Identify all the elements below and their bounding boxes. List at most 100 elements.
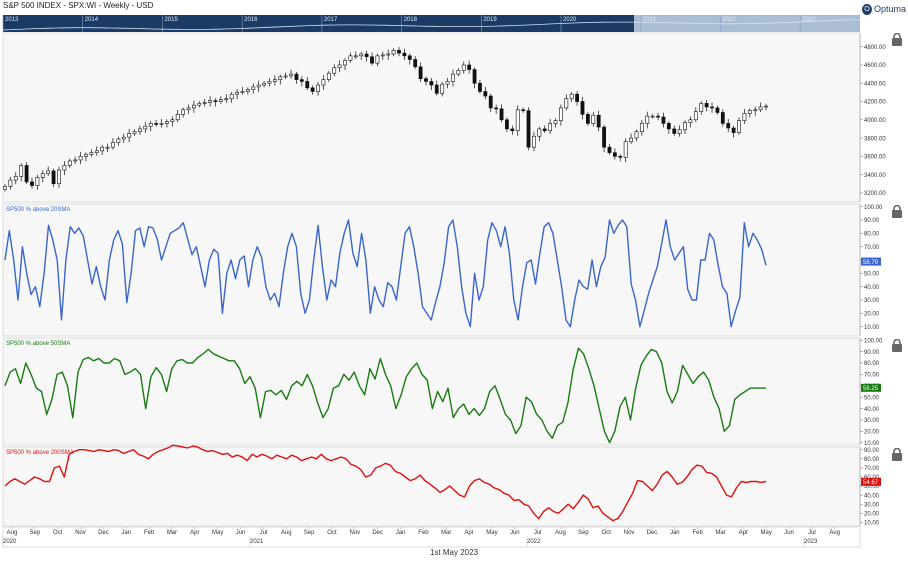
ma200-panel-background xyxy=(2,446,861,527)
candle-body xyxy=(89,152,94,155)
ma200-panel-tick-label: 70.00 xyxy=(864,466,880,472)
ma20-panel-tick-label: 30.00 xyxy=(864,298,880,304)
x-axis-month-label: Jul xyxy=(534,530,542,536)
candle-body xyxy=(478,82,482,92)
x-axis-month-label: Jan xyxy=(396,530,406,536)
ma50-panel-tick-label: 30.00 xyxy=(864,418,880,424)
x-axis-year-label: 2022 xyxy=(527,539,541,545)
candle-body xyxy=(494,107,499,110)
candle-body xyxy=(618,156,623,158)
candle-body xyxy=(94,150,99,153)
x-axis-month-label: Jun xyxy=(510,530,520,536)
candle-body xyxy=(451,73,455,82)
candle-body xyxy=(521,109,526,112)
lock-icon[interactable] xyxy=(891,447,903,461)
lock-icon[interactable] xyxy=(891,204,903,218)
ma200-panel-tick-label: 50.00 xyxy=(864,484,880,490)
candle-body xyxy=(542,128,547,132)
candle-body xyxy=(208,100,212,103)
candle-body xyxy=(353,55,358,58)
candle-body xyxy=(629,137,633,143)
x-axis-year-label: 2023 xyxy=(804,539,818,545)
candle-body xyxy=(197,103,202,106)
candle-body xyxy=(326,72,331,80)
x-axis-year-label: 2020 xyxy=(3,539,17,545)
candle-body xyxy=(348,55,353,61)
overview-year-label: 2015 xyxy=(164,17,178,23)
candle-body xyxy=(456,70,461,75)
ma200-panel-tick-label: 20.00 xyxy=(864,511,880,517)
x-axis-month-label: Jul xyxy=(808,530,816,536)
lock-icon[interactable] xyxy=(891,32,903,46)
x-axis-month-label: Feb xyxy=(144,530,155,536)
ma200-panel-series-line xyxy=(4,444,767,522)
x-axis-month-label: Sep xyxy=(578,530,589,536)
candle-body xyxy=(510,128,515,132)
candle-body xyxy=(278,76,283,80)
candle-body xyxy=(240,91,245,93)
candle-body xyxy=(30,181,34,186)
x-axis-month-label: Aug xyxy=(555,530,566,536)
candle-body xyxy=(3,186,7,190)
candle-body xyxy=(51,170,56,185)
candle-body xyxy=(78,156,83,161)
candle-body xyxy=(218,99,223,102)
candle-body xyxy=(564,98,569,109)
candle-body xyxy=(726,123,731,129)
candle-body xyxy=(488,95,493,109)
candle-body xyxy=(380,54,385,57)
candle-body xyxy=(100,146,105,152)
x-axis-month-label: Mar xyxy=(167,530,177,536)
candle-body xyxy=(645,115,650,124)
x-axis-month-label: Aug xyxy=(7,530,18,536)
optuma-logo: O Optuma xyxy=(862,2,906,16)
candle-body xyxy=(143,125,148,130)
ma20-panel-tick-label: 80.00 xyxy=(864,232,880,238)
overview-year-label: 2021 xyxy=(643,17,657,23)
candle-body xyxy=(596,114,601,128)
x-axis-month-label: May xyxy=(486,530,497,536)
candle-body xyxy=(316,84,320,92)
x-axis-month-label: Dec xyxy=(98,530,109,536)
candle-body xyxy=(548,123,553,132)
candle-body xyxy=(332,67,337,74)
candle-body xyxy=(591,114,596,124)
lock-icon[interactable] xyxy=(891,338,903,352)
candle-body xyxy=(13,176,18,181)
candle-body xyxy=(445,81,450,85)
overview-strip[interactable]: 2013 2014 2015 2016 2017 2018 2019 2020 2021 2022… xyxy=(2,15,861,32)
candle-body xyxy=(737,120,741,133)
x-axis-month-label: Jun xyxy=(236,530,246,536)
x-axis-month-label: Aug xyxy=(829,530,840,536)
candle-body xyxy=(138,128,142,132)
candle-body xyxy=(40,173,45,178)
ma20-panel-tick-label: 50.00 xyxy=(864,272,880,278)
candle-body xyxy=(666,123,671,130)
overview-price-line xyxy=(2,19,861,31)
ma50-panel-tick-label: 100.00 xyxy=(864,338,883,344)
x-axis-month-label: Jan xyxy=(121,530,131,536)
x-axis-month-label: Oct xyxy=(602,530,612,536)
candle-body xyxy=(553,120,558,124)
price-panel-tick-label: 4000.00 xyxy=(864,118,886,124)
candle-body xyxy=(251,86,256,90)
x-axis-background xyxy=(2,526,861,548)
price-panel-tick-label: 3200.00 xyxy=(864,191,886,197)
candle-body xyxy=(499,108,504,121)
x-axis-month-label: Oct xyxy=(53,530,63,536)
ma50-panel-series-line xyxy=(4,347,766,444)
candle-body xyxy=(612,152,617,157)
candle-body xyxy=(699,103,704,112)
candle-body xyxy=(67,160,72,166)
candle-body xyxy=(321,79,326,86)
candle-body xyxy=(505,119,509,130)
price-panel-tick-label: 4600.00 xyxy=(864,63,886,69)
x-axis-month-label: Apr xyxy=(190,530,199,536)
candle-body xyxy=(165,121,169,124)
ma20-panel-background xyxy=(2,203,861,337)
ma20-panel-tick-label: 20.00 xyxy=(864,312,880,318)
candle-body xyxy=(262,82,266,86)
candle-body xyxy=(683,122,687,131)
